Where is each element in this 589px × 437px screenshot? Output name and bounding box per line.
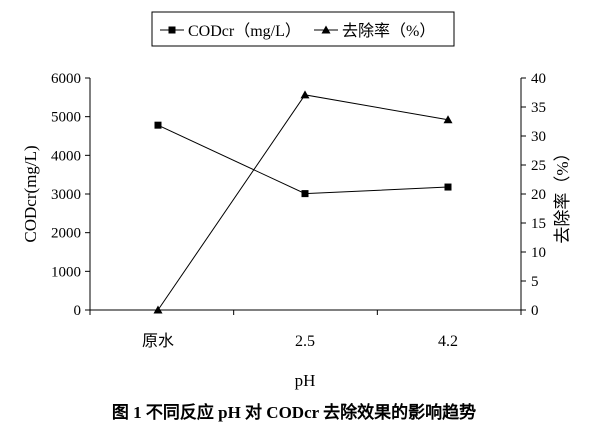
- left-tick-label: 2000: [51, 226, 81, 242]
- right-tick-label: 40: [531, 71, 546, 87]
- series-layer: [153, 90, 453, 314]
- left-tick-label: 0: [74, 303, 82, 319]
- x-tick-label: 4.2: [438, 333, 458, 350]
- right-tick-label: 15: [531, 216, 546, 232]
- removal-data-point: [300, 90, 310, 99]
- codcr-data-point: [154, 121, 162, 129]
- left-axis-title: CODcr(mg/L): [21, 145, 40, 242]
- series-line-removal: [157, 94, 449, 311]
- legend-marker-triangle: [321, 25, 331, 34]
- left-axis-ticks: 0 1000 2000 3000 4000 5000 6000: [51, 71, 90, 319]
- right-tick-label: 5: [531, 274, 539, 290]
- left-tick-label: 1000: [51, 264, 81, 280]
- series-line-codcr: [157, 124, 449, 195]
- codcr-data-point: [444, 183, 452, 191]
- right-tick-label: 35: [531, 100, 546, 116]
- codcr-data-point: [301, 190, 309, 198]
- legend-marker-square: [168, 26, 176, 34]
- right-axis-ticks: 0 5 10 15 20 25 30 35 40: [521, 71, 546, 319]
- right-axis-title: 去除率（%）: [553, 144, 572, 243]
- right-tick-label: 0: [531, 303, 539, 319]
- figure-caption: 图 1 不同反应 pH 对 CODcr 去除效果的影响趋势: [112, 402, 476, 422]
- legend-box: [151, 11, 455, 47]
- right-tick-label: 25: [531, 158, 546, 174]
- left-tick-label: 5000: [51, 110, 81, 126]
- right-tick-label: 30: [531, 129, 546, 145]
- x-tick-label: 原水: [142, 332, 174, 350]
- x-axis-title: pH: [295, 371, 316, 390]
- legend: CODcr（mg/L） 去除率（%）: [151, 11, 455, 47]
- x-axis-ticks: 原水 2.5 4.2: [89, 310, 522, 350]
- left-tick-label: 3000: [51, 187, 81, 203]
- right-tick-label: 20: [531, 187, 546, 203]
- legend-label-removal: 去除率（%）: [342, 22, 435, 40]
- x-tick-label: 2.5: [295, 333, 315, 350]
- right-tick-label: 10: [531, 245, 546, 261]
- removal-data-point: [153, 305, 163, 314]
- left-tick-label: 6000: [51, 71, 81, 87]
- legend-label-codcr: CODcr（mg/L）: [188, 22, 301, 40]
- removal-data-point: [443, 115, 453, 124]
- left-tick-label: 4000: [51, 148, 81, 164]
